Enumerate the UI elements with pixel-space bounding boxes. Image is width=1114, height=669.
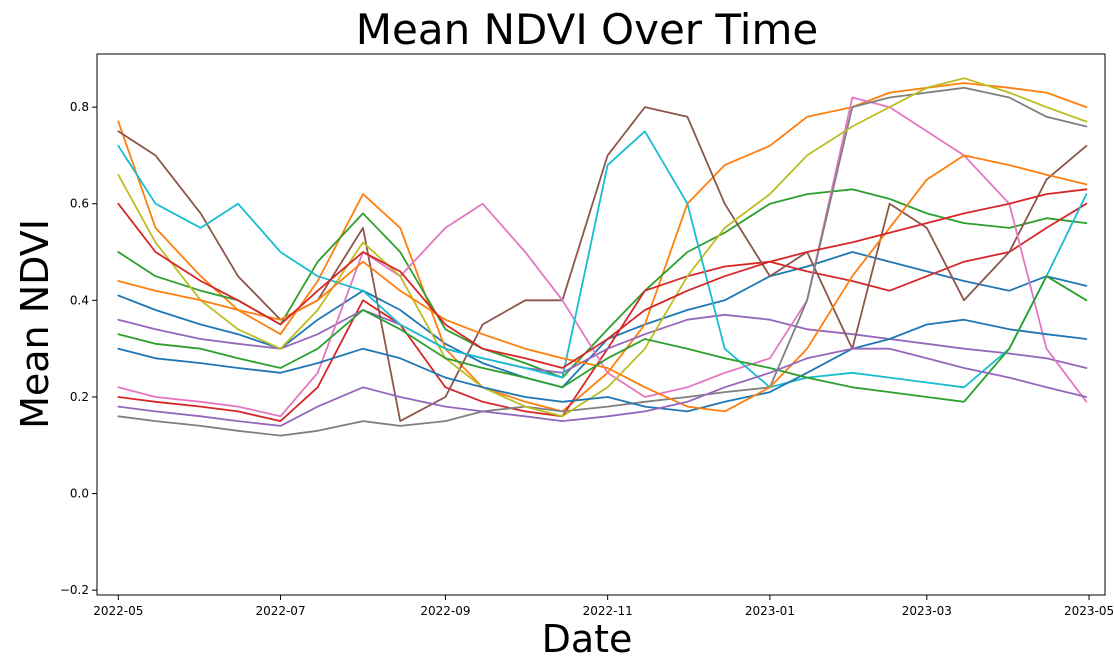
x-tick-label: 2022-05 <box>93 604 143 618</box>
series-line-15 <box>117 347 1088 427</box>
y-tick-label: 0.2 <box>70 390 89 404</box>
series-line-9 <box>117 77 1088 418</box>
y-axis-label: Mean NDVI <box>13 219 57 429</box>
x-tick-label: 2022-11 <box>583 604 633 618</box>
x-tick-label: 2023-03 <box>902 604 952 618</box>
series-line-10 <box>117 130 1088 389</box>
series-line-13 <box>117 275 1088 403</box>
series-line-4 <box>117 202 1088 422</box>
y-axis: −0.2 0.0 0.2 0.4 0.6 0.8 <box>60 100 97 597</box>
y-tick-label: 0.6 <box>70 197 89 211</box>
series-line-3 <box>117 188 1088 379</box>
x-tick-label: 2023-01 <box>745 604 795 618</box>
x-tick-label: 2023-05 <box>1064 604 1114 618</box>
chart-title: Mean NDVI Over Time <box>356 5 818 54</box>
series-line-12 <box>117 154 1088 413</box>
series-line-7 <box>117 96 1088 418</box>
series-line-8 <box>117 86 1088 437</box>
x-tick-label: 2022-09 <box>420 604 470 618</box>
y-tick-label: 0.8 <box>70 100 89 114</box>
y-tick-label: −0.2 <box>60 583 89 597</box>
x-axis: 2022-05 2022-07 2022-09 2022-11 2023-01 2023-… <box>93 595 1114 618</box>
series-layer <box>117 77 1088 437</box>
x-axis-label: Date <box>542 617 633 661</box>
x-tick-label: 2022-07 <box>255 604 305 618</box>
series-line-6 <box>117 106 1088 422</box>
series-line-11 <box>117 318 1088 413</box>
y-tick-label: 0.0 <box>70 487 89 501</box>
series-line-14 <box>117 188 1088 369</box>
y-tick-label: 0.4 <box>70 293 89 307</box>
plot-frame <box>96 53 1106 596</box>
